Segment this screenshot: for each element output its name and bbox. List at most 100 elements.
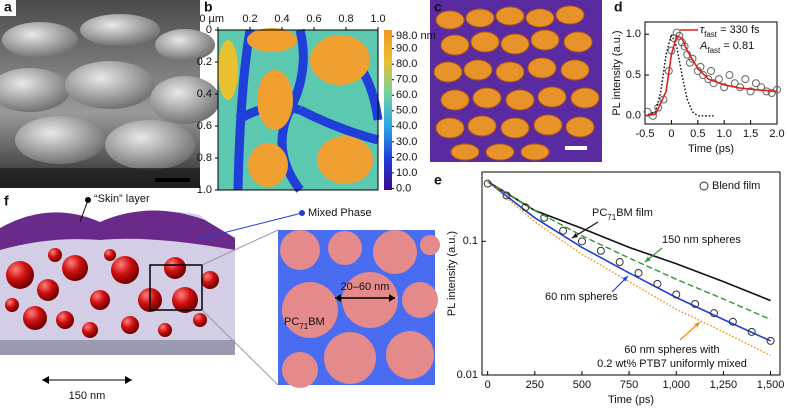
afm-map (218, 28, 383, 193)
data-point (741, 75, 750, 84)
y-tick-label: 0.8 (197, 152, 212, 164)
plot-frame (644, 21, 778, 125)
data-point (672, 290, 681, 299)
annotation-part: BM (308, 316, 325, 328)
data-point (699, 71, 708, 80)
sem-image (0, 0, 220, 188)
colorbar-label: 80.0 (396, 58, 417, 70)
panel-label: b (204, 0, 213, 15)
colorbar-label: 60.0 (396, 89, 417, 101)
data-point (540, 213, 549, 222)
data-point (725, 71, 734, 80)
y-tick-label: 0.0 (626, 110, 641, 122)
data-point (691, 299, 700, 308)
data-line (644, 34, 778, 117)
data-point (707, 66, 715, 75)
y-tick-label: 0.1 (463, 235, 478, 247)
annotation-arrowhead (572, 233, 578, 238)
data-point (685, 58, 694, 67)
data-point (577, 237, 586, 246)
colorbar-label: 40.0 (396, 120, 417, 132)
data-line (487, 180, 771, 321)
x-tick-label: 0.8 (338, 13, 353, 25)
legend-label: Afast = 0.81 (699, 40, 754, 55)
x-tick-label: 250 (526, 379, 544, 391)
render-3d (0, 197, 440, 388)
x-tick-label: -0.5 (636, 128, 655, 140)
data-point (634, 268, 643, 277)
annotation: “Skin” layer (94, 193, 150, 205)
y-tick-label: 0.2 (197, 56, 212, 68)
x-tick-label: 1,000 (663, 379, 691, 391)
panel-label: f (4, 193, 9, 209)
annotation-arrowhead (645, 256, 651, 262)
x-tick-label: 1.0 (717, 128, 732, 140)
y-tick-label: 0 (206, 24, 212, 36)
data-point (751, 79, 760, 88)
x-tick-label: 0 µm (199, 13, 224, 25)
panel-label: c (434, 0, 442, 15)
data-point (704, 75, 713, 84)
scale-label: 150 nm (69, 390, 106, 402)
legend-label-part: τ (700, 24, 705, 36)
x-tick-label: 1.5 (743, 128, 758, 140)
data-point (596, 246, 605, 255)
legend-label-part: = 330 fs (717, 24, 760, 36)
legend-swatch (699, 181, 709, 191)
annotation-arrowhead (694, 322, 700, 328)
data-point (728, 317, 737, 326)
annotation: 0.2 wt% PTB7 uniformly mixed (597, 358, 747, 370)
afm-image (430, 0, 602, 162)
data-point (709, 309, 718, 318)
x-tick-label: 1,500 (757, 379, 785, 391)
annotation-part: 71 (299, 322, 308, 331)
x-tick-label: 750 (620, 379, 638, 391)
colorbar-label: 98.0 nm (396, 30, 436, 42)
colorbar (384, 30, 392, 190)
colorbar-label: 0.0 (396, 182, 411, 194)
data-line (487, 180, 771, 357)
annotation-part: PC (284, 316, 299, 328)
x-tick-label: 0 (668, 128, 674, 140)
legend-label-part: fast (707, 46, 721, 55)
panel-label: a (4, 0, 12, 15)
x-tick-label: 1,250 (710, 379, 738, 391)
x-tick-label: 2.0 (769, 128, 784, 140)
x-tick-label: 0.2 (242, 13, 257, 25)
data-point (709, 79, 718, 88)
colorbar-label: 30.0 (396, 136, 417, 148)
annotation: 20–60 nm (341, 281, 390, 293)
x-tick-label: 500 (573, 379, 591, 391)
y-axis-label: PL intensity (a.u.) (446, 231, 458, 316)
x-tick-label: 0.6 (306, 13, 321, 25)
data-point (720, 83, 729, 92)
y-tick-label: 0.01 (457, 369, 478, 381)
colorbar-label: 50.0 (396, 105, 417, 117)
data-point (653, 279, 662, 288)
annotation-part: BM film (616, 207, 653, 219)
legend-label: τfast = 330 fs (700, 24, 760, 39)
y-axis-label: PL intensity (a.u.) (611, 30, 623, 115)
data-point (483, 179, 492, 188)
annotation-arrowhead (622, 276, 628, 282)
x-axis-label: Time (ps) (608, 394, 654, 406)
legend-label-part: A (699, 40, 707, 52)
data-point (746, 87, 755, 96)
data-point (502, 191, 511, 200)
annotation: 60 nm spheres (545, 291, 618, 303)
data-point (675, 31, 684, 40)
colorbar-label: 90.0 (396, 43, 417, 55)
annotation: 60 nm spheres with (624, 344, 719, 356)
x-tick-label: 0.5 (690, 128, 705, 140)
annotation-part: 71 (607, 213, 616, 222)
annotation-part: PC (592, 207, 607, 219)
annotation: 150 nm spheres (662, 234, 741, 246)
plot-frame (481, 171, 781, 376)
y-tick-label: 1.0 (626, 28, 641, 40)
data-point (747, 327, 756, 336)
y-tick-label: 0.6 (197, 120, 212, 132)
x-tick-label: 0.4 (274, 13, 289, 25)
legend-label-part: fast (704, 30, 718, 39)
legend-label-part: = 0.81 (720, 40, 754, 52)
